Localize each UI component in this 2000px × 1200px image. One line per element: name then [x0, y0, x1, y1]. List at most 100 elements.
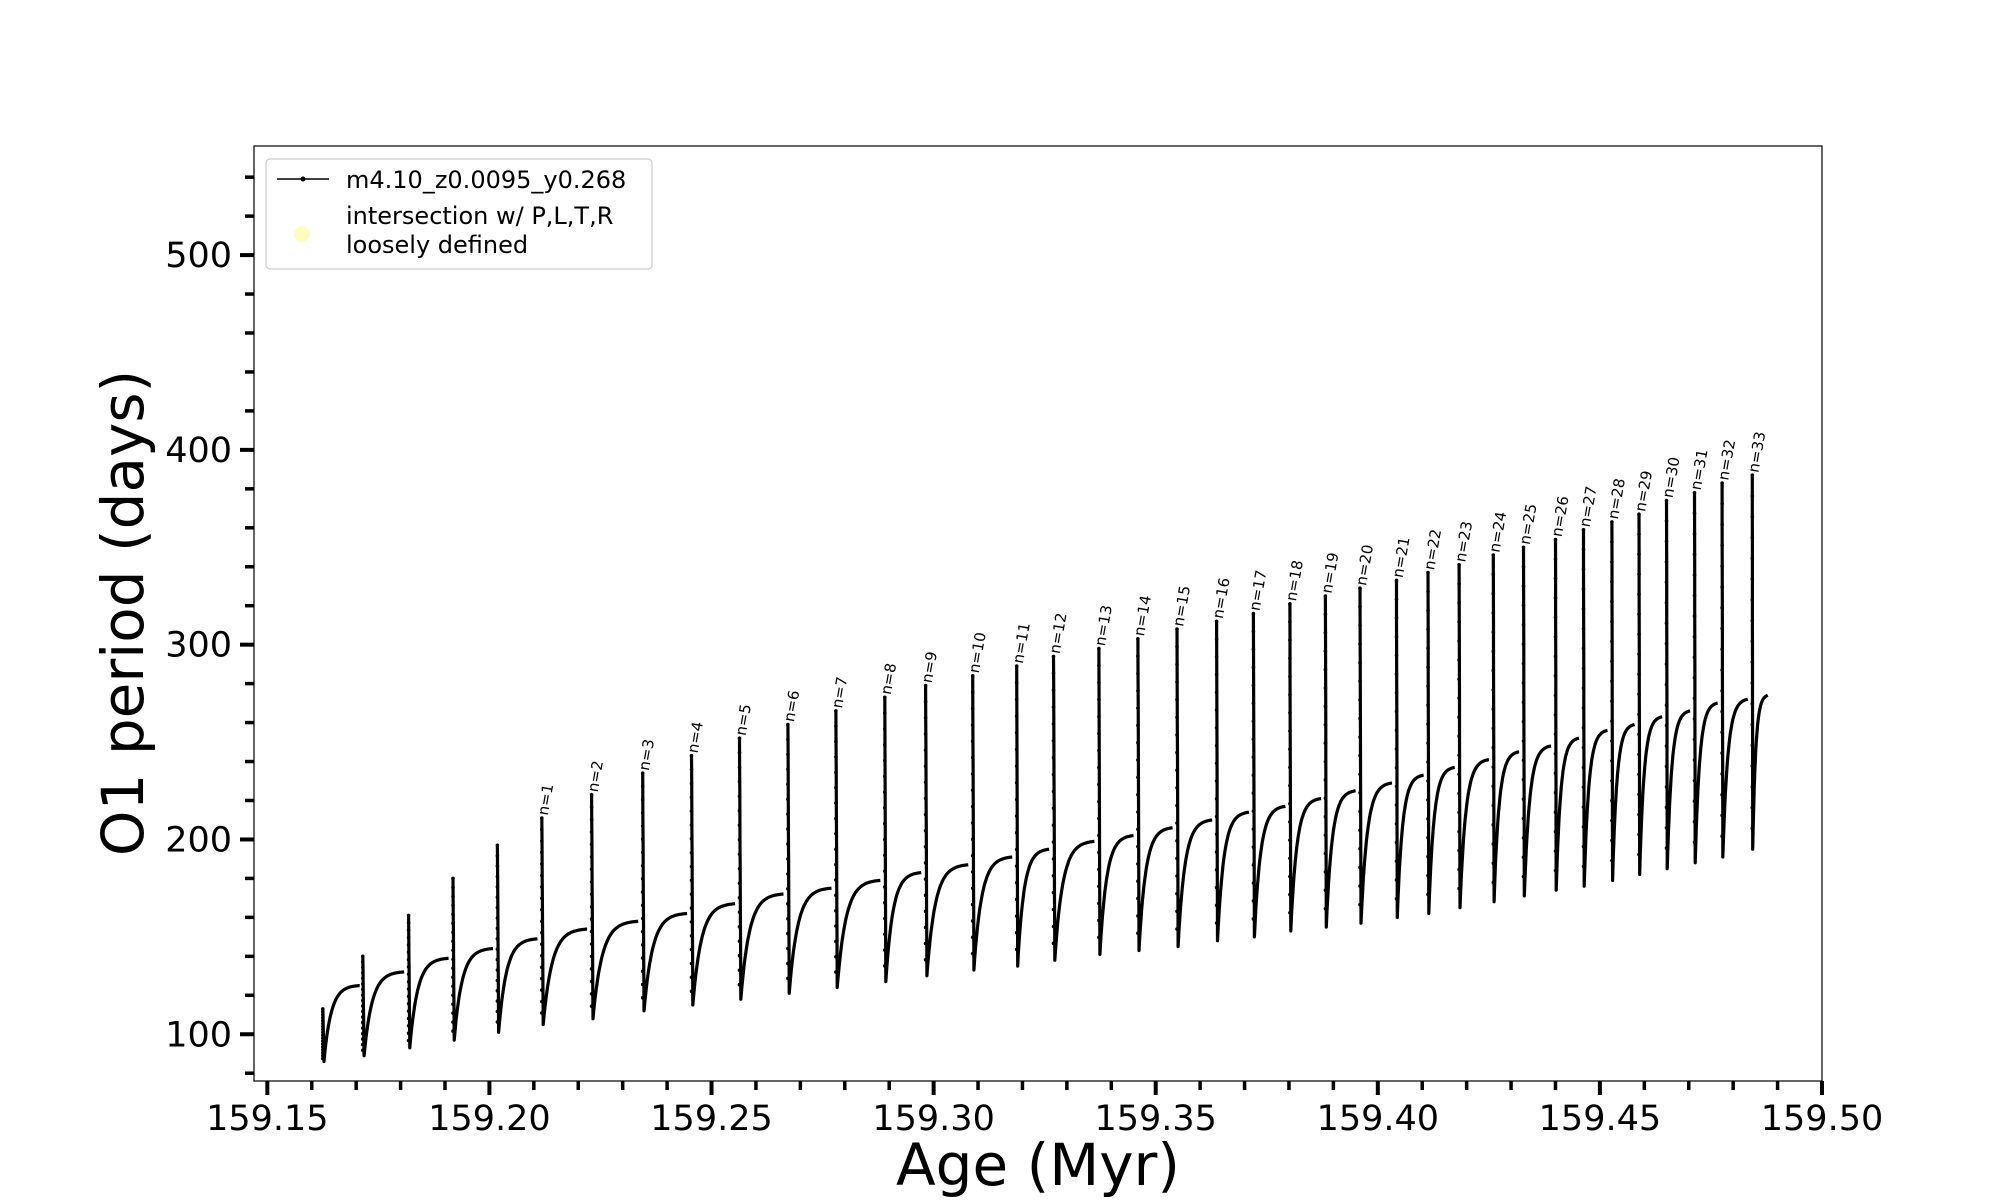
cycle-point: [1750, 764, 1755, 768]
cycle-point: [786, 931, 790, 936]
cycle-point: [1394, 859, 1399, 863]
cycle-point: [1097, 748, 1101, 753]
cycle-point: [737, 736, 742, 740]
legend-label-intersection-line2: loosely defined: [346, 231, 528, 259]
cycle-point: [1214, 619, 1219, 624]
cycle-label: n=11: [1009, 621, 1034, 665]
cycle-point: [883, 900, 887, 905]
cycle-point: [321, 1024, 325, 1029]
cycle-point: [1521, 623, 1526, 627]
cycle-point: [1491, 611, 1496, 615]
cycle-point: [1051, 722, 1056, 726]
cycle-point: [1426, 684, 1430, 688]
cycle-point: [1175, 909, 1179, 914]
cycle-point: [451, 912, 455, 917]
cycle-point: [495, 843, 500, 848]
cycle-point: [1664, 805, 1669, 810]
cycle-point: [406, 913, 411, 918]
cycle-point: [406, 1001, 411, 1006]
cycle-point: [1581, 527, 1586, 532]
cycle-point: [1097, 714, 1101, 719]
cycle-point: [1288, 838, 1292, 842]
cycle-point: [883, 948, 887, 952]
cycle-point: [1014, 930, 1019, 935]
cycle-point: [1521, 777, 1526, 782]
cycle-point: [1051, 941, 1056, 946]
cycle-point: [834, 862, 838, 867]
cycle-point: [834, 924, 838, 928]
cycle-point: [1288, 801, 1292, 806]
cycle-point: [923, 716, 928, 720]
cycle-point: [1175, 839, 1179, 843]
cycle-point: [1014, 947, 1019, 952]
cycle-point: [1457, 848, 1461, 853]
cycle-line: [495, 845, 538, 1034]
cycle-point: [689, 837, 694, 841]
cycle-point: [1750, 826, 1755, 831]
cycle-point: [1051, 705, 1056, 709]
cycle-point: [1750, 535, 1755, 540]
cycle-point: [1358, 716, 1362, 721]
cycle-point: [737, 881, 742, 885]
cycle-point: [1637, 532, 1641, 536]
cycle-point: [589, 892, 594, 896]
cycle-point: [1358, 660, 1362, 665]
cycle-point: [1637, 852, 1641, 857]
cycle-point: [1664, 682, 1669, 687]
cycle-point: [1692, 778, 1697, 783]
cycle-point: [1692, 634, 1697, 639]
cycle-point: [406, 965, 411, 969]
cycle-label: n=7: [828, 675, 851, 709]
cycle-point: [923, 683, 928, 688]
cycle-point: [1175, 715, 1179, 720]
cycle-label: n=4: [684, 720, 707, 754]
cycle-point: [1097, 833, 1101, 838]
cycle-point: [883, 758, 887, 763]
cycle-line: [1394, 580, 1425, 919]
cycle-point: [737, 779, 742, 784]
cycle-point: [495, 853, 500, 858]
cycle-point: [1521, 584, 1526, 588]
cycle-point: [1491, 784, 1496, 788]
cycle-point: [786, 976, 790, 981]
cycle-point: [1581, 567, 1586, 572]
cycle-label: n=22: [1420, 528, 1445, 572]
legend: m4.10_z0.0095_y0.268 intersection w/ P,L…: [265, 158, 653, 270]
cycle-point: [883, 837, 887, 842]
cycle-point: [1014, 847, 1019, 852]
cycle-point: [1014, 914, 1019, 918]
cycle-point: [1692, 552, 1697, 557]
cycle-point: [1521, 874, 1526, 879]
cycle-point: [970, 739, 975, 743]
x-tick-label: 159.40: [1317, 1099, 1439, 1139]
cycle-point: [970, 755, 975, 760]
cycle-point: [1581, 805, 1586, 809]
cycle-point: [737, 953, 742, 958]
cycle-point: [1553, 576, 1558, 581]
cycle-point: [1426, 854, 1430, 859]
cycle-point: [1051, 772, 1056, 777]
cycle-point: [1097, 697, 1101, 702]
cycle-point: [451, 975, 455, 979]
cycle-point: [1251, 629, 1256, 634]
cycle-line: [1175, 629, 1213, 949]
cycle-point: [406, 994, 411, 999]
cycle-label: n=10: [965, 631, 990, 675]
cycle-point: [540, 885, 544, 889]
cycle-point: [970, 919, 975, 923]
cycle-point: [1014, 681, 1019, 685]
cycle-point: [589, 792, 594, 797]
cycle-point: [1358, 865, 1362, 870]
cycle-point: [640, 956, 645, 960]
cycle-point: [1097, 765, 1101, 770]
cycle-point: [1323, 778, 1328, 782]
legend-box: [265, 158, 653, 270]
cycle-point: [1426, 873, 1430, 878]
cycle-point: [1175, 733, 1179, 737]
cycle-point: [1426, 703, 1430, 707]
cycle-point: [589, 830, 594, 834]
y-axis: 100 200 300 400 500: [165, 175, 254, 1075]
cycle-point: [1394, 840, 1399, 845]
cycle-point: [406, 935, 411, 940]
cycle-point: [1581, 825, 1586, 829]
